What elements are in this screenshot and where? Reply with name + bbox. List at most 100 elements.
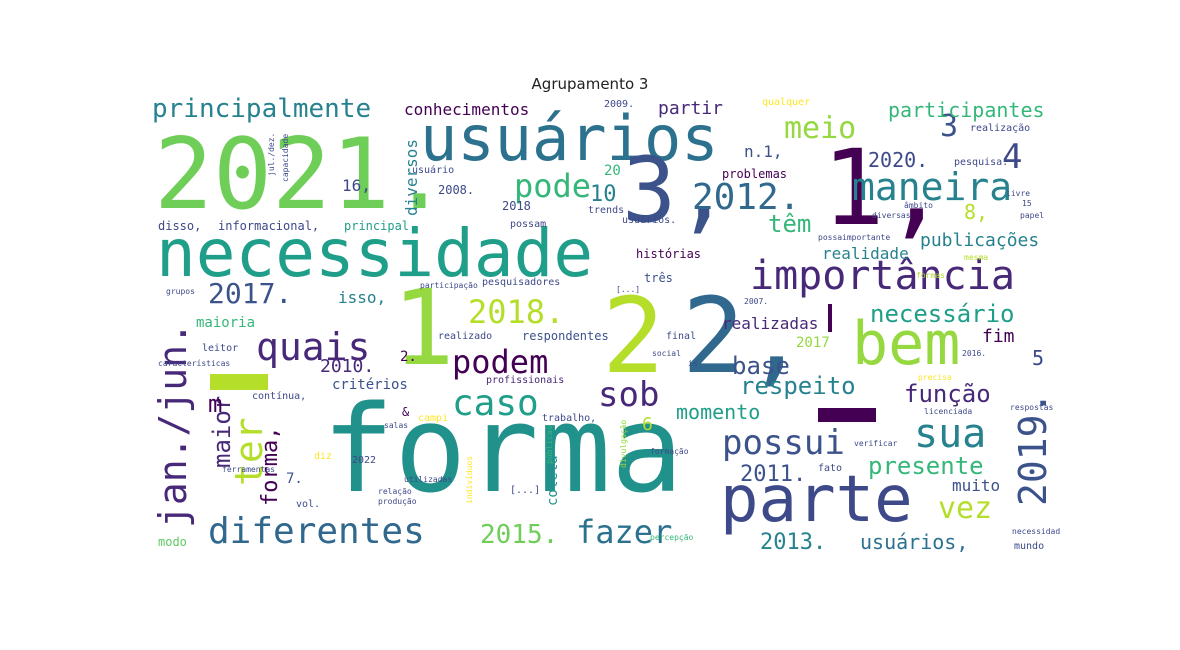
cloud-word: usuário [412,165,455,176]
cloud-word: maneira [852,165,1013,209]
cloud-word: licenciada [924,407,973,416]
cloud-word: 2018. [468,293,565,331]
cloud-word: 2009. [604,99,635,110]
cloud-word: histórias [636,247,702,261]
cloud-word: maioria [196,315,256,331]
cloud-word: diferentes [208,511,425,552]
cloud-word: três [644,271,673,285]
cloud-word: características [158,359,231,368]
cloud-glyph-mark [828,304,832,332]
cloud-word: meio [784,111,857,146]
cloud-word: vez [938,491,993,526]
cloud-word: 2. [400,349,417,365]
cloud-word: 2021. [154,118,450,232]
cloud-word: ter [227,417,271,486]
cloud-word: m [208,390,223,418]
cloud-word: mundo [1014,541,1045,552]
cloud-word: conhecimentos [404,100,530,119]
cloud-word: realidade [822,244,909,263]
cloud-word: critérios [332,377,408,393]
cloud-word: importância [750,253,1015,299]
cloud-word: importante [842,233,891,242]
cloud-word: 10 [590,182,617,207]
cloud-word: jul./dez. [267,132,276,176]
cloud-word: capacidade [281,133,290,182]
cloud-word: fim [982,326,1015,347]
cloud-glyph-mark [818,408,876,422]
cloud-word: campi [418,413,449,424]
cloud-word: participantes [888,98,1045,122]
cloud-word: precisa [918,373,952,382]
cloud-word: podem [452,343,549,381]
cloud-word: usuários [420,102,719,175]
cloud-word: 2016. [962,349,987,358]
cloud-word: 2018 [502,199,531,213]
cloud-word: necessidade [156,215,594,292]
cloud-word: leitor [202,343,239,354]
cloud-word: quais [256,325,371,369]
cloud-word: fato [818,463,843,474]
cloud-word: sob [598,375,660,415]
cloud-word: 1, [822,127,948,249]
cloud-word: momento [676,400,761,424]
cloud-word: forma [322,381,684,520]
cloud-word: [...] [616,285,641,294]
cloud-word: relação [378,487,412,496]
cloud-word: indivíduos [465,455,474,504]
cloud-word: 20 [604,163,621,179]
cloud-word: têm [768,210,812,238]
cloud-word: âmbito [904,201,933,210]
cloud-word: problemas [722,167,788,181]
cloud-word: 2012. [692,177,801,218]
cloud-word: social [652,349,681,358]
cloud-word: verificar [854,439,898,448]
chart-title: Agrupamento 3 [531,75,649,93]
cloud-word: 3, [622,138,731,243]
cloud-word: respostas [1010,403,1054,412]
cloud-word: 2013. [760,530,827,555]
cloud-word: disso, [158,219,202,233]
cloud-word: utilizadas [404,475,453,484]
cloud-word: papel [1020,211,1045,220]
cloud-word: 2007. [744,297,769,306]
cloud-word: n.1, [744,142,783,161]
cloud-word: is [688,359,698,368]
cloud-word: realizado [438,331,493,342]
cloud-word: trends [588,205,625,216]
cloud-word: possam [510,219,547,230]
cloud-word: respeito [740,372,856,400]
cloud-word: participação [420,281,478,290]
cloud-word: muito [952,476,1001,495]
cloud-word: 2 [602,275,665,397]
cloud-word: caso [452,383,539,424]
cloud-word: diversas [872,211,911,220]
cloud-word: usuários. [622,215,677,226]
cloud-word: presente [868,452,984,480]
cloud-glyph-mark [210,374,268,390]
cloud-word: diversos [402,138,421,216]
cloud-word: 3 [940,109,959,144]
cloud-word: possui [722,423,845,463]
cloud-word: mesma [964,253,989,262]
cloud-word: contínua, [252,391,307,402]
cloud-word: 8, [964,200,989,224]
cloud-word: final [666,331,697,342]
cloud-word: formação [650,447,689,456]
cloud-word: & [402,405,410,419]
cloud-word: profissionais [486,375,565,386]
cloud-word: realização [970,123,1031,134]
cloud-word: formas [916,271,945,280]
cloud-word: partir [658,98,724,119]
cloud-word: 5 [1032,346,1045,370]
cloud-word: ferramentas [222,465,275,474]
cloud-word: qualquer [762,97,811,108]
cloud-word: bem [852,309,961,379]
cloud-word: modo [158,535,187,549]
cloud-word: 2011. [740,462,807,487]
cloud-word: 2008. [438,183,475,197]
cloud-word: fazer [576,513,673,551]
cloud-word: base [732,352,790,380]
cloud-word: 2015. [480,520,559,550]
cloud-word: 16, [342,176,371,195]
cloud-word: divulgação [619,419,628,468]
